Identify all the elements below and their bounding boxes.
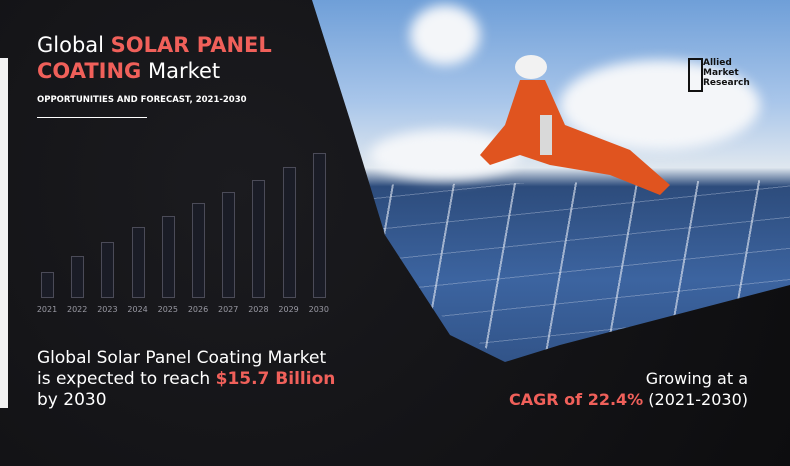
- tick-label: 2024: [127, 305, 148, 314]
- bar-2022: [71, 255, 85, 298]
- page-title: Global SOLAR PANEL COATING Market: [37, 33, 272, 83]
- bar-2027: [222, 191, 236, 298]
- subtitle: OPPORTUNITIES AND FORECAST, 2021-2030: [37, 95, 247, 105]
- bar-2023: [101, 241, 115, 298]
- tick-label: 2026: [187, 305, 209, 314]
- bar-2025: [161, 215, 175, 298]
- bar-2024: [131, 227, 145, 298]
- tick-label: 2029: [278, 305, 299, 314]
- market-value: $15.7 Billion: [215, 369, 336, 389]
- tick-label: 2023: [97, 305, 118, 314]
- cagr-text: Growing at a CAGR of 22.4% (2021-2030): [509, 369, 748, 409]
- bar-2026: [192, 203, 205, 298]
- cagr-value: CAGR of 22.4%: [509, 390, 644, 409]
- bar-2021: [41, 271, 54, 298]
- tick-label: 2021: [36, 305, 58, 314]
- worker-figure: [480, 55, 670, 195]
- bar-2029: [282, 167, 296, 298]
- allied-market-research-logo: Allied Market Research: [688, 58, 750, 92]
- tick-label: 2027: [218, 305, 239, 314]
- tick-label: 2022: [67, 305, 88, 314]
- left-strip: [0, 58, 8, 408]
- tick-label: 2025: [157, 305, 178, 314]
- market-summary: Global Solar Panel Coating Market is exp…: [37, 348, 336, 410]
- tick-label: 2028: [248, 305, 269, 314]
- divider: [37, 117, 147, 118]
- bar-2028: [252, 180, 266, 298]
- tick-label: 2030: [308, 305, 329, 314]
- bar-2030: [312, 153, 326, 298]
